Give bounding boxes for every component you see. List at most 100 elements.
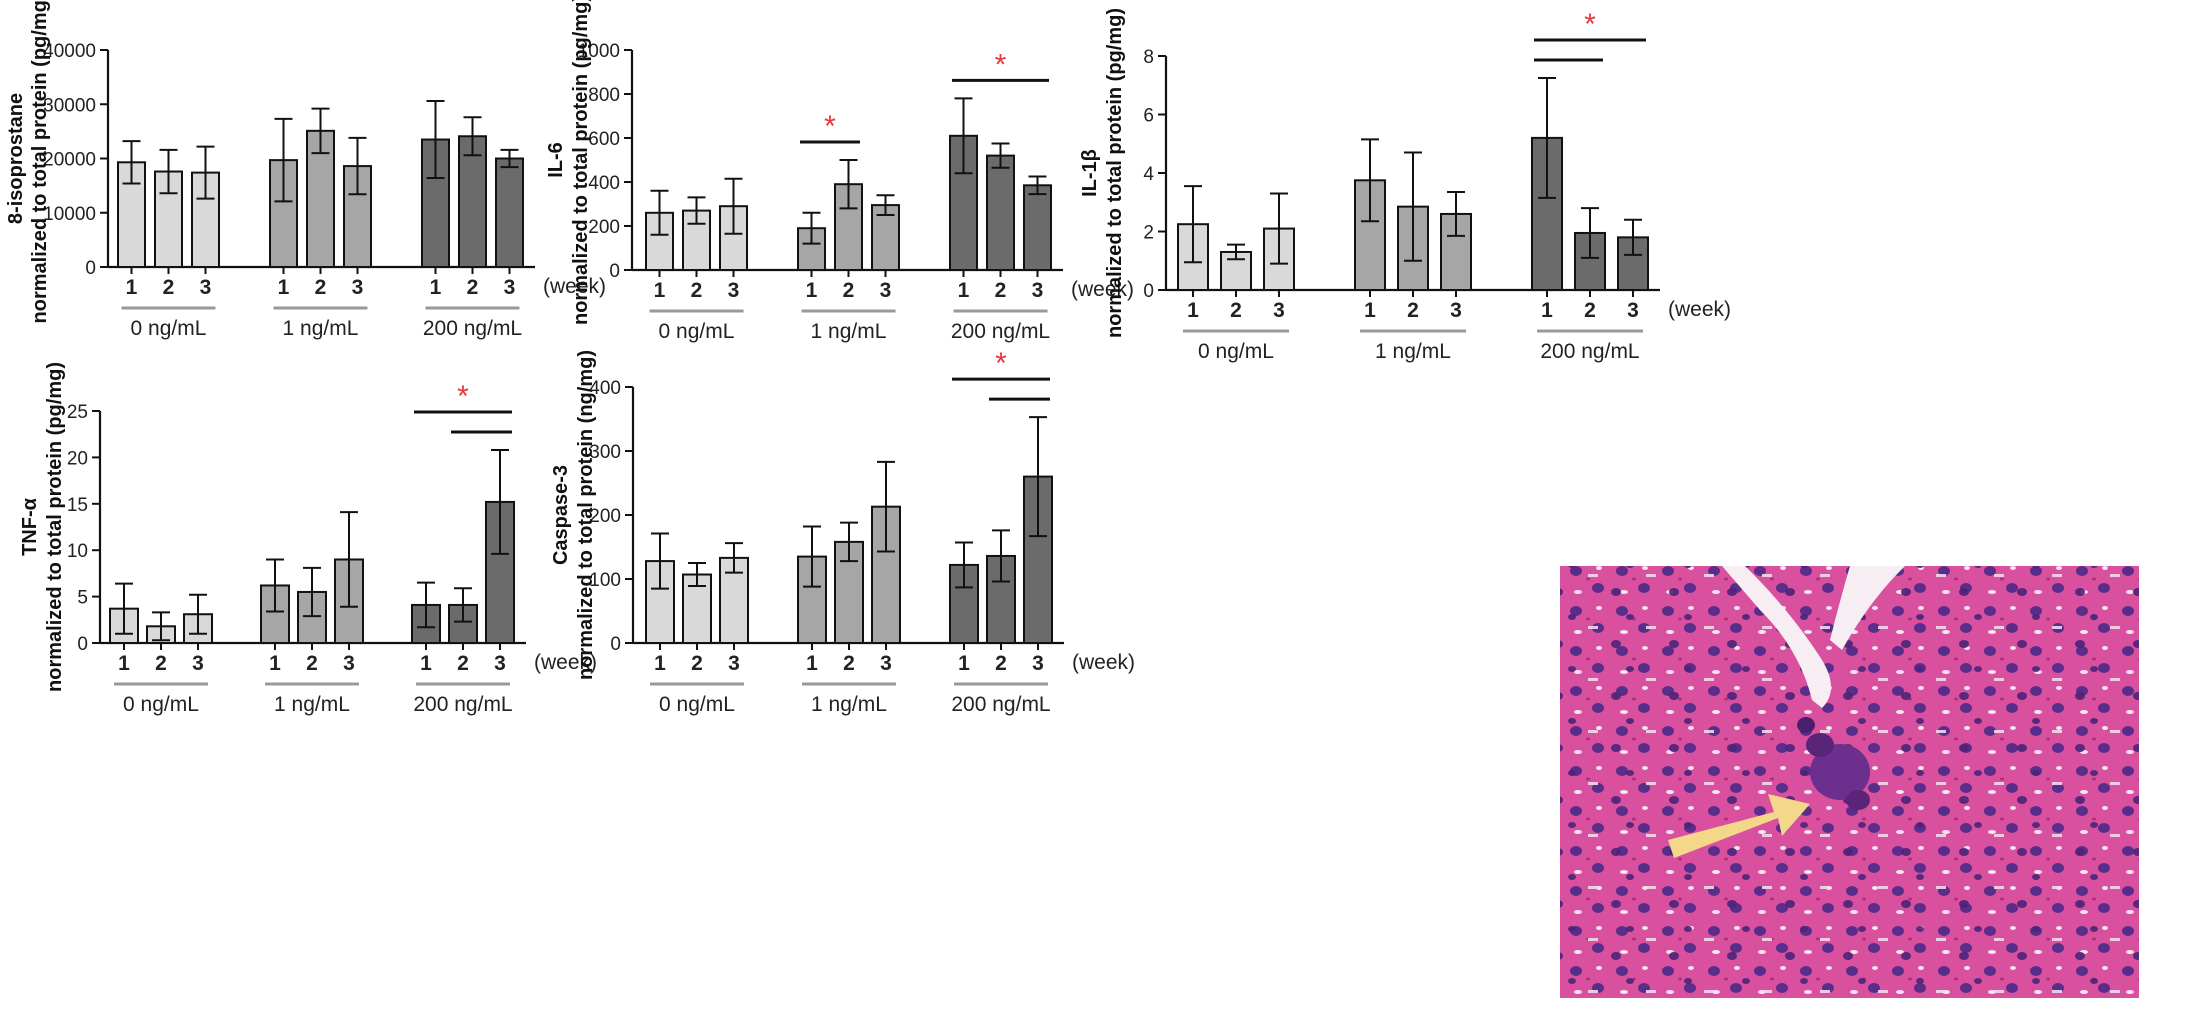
group-label: 200 ng/mL (951, 320, 1050, 343)
week-tick-label: 2 (843, 279, 855, 302)
y-tick-label: 4 (1143, 164, 1154, 185)
significance-star: * (1584, 8, 1596, 41)
group-label: 1 ng/mL (811, 693, 887, 716)
week-tick-label: 1 (1541, 299, 1553, 322)
week-tick-label: 3 (1032, 652, 1044, 675)
week-tick-label: 2 (843, 652, 855, 675)
bar (495, 157, 524, 268)
week-unit-label: (week) (534, 651, 597, 674)
y-tick-label: 25 (67, 402, 88, 423)
week-tick-label: 1 (806, 652, 818, 675)
week-tick-label: 3 (880, 279, 892, 302)
group-label: 200 ng/mL (423, 317, 522, 340)
y-tick-label: 30000 (43, 95, 96, 116)
week-tick-label: 1 (806, 279, 818, 302)
chart-caspase3: 0 100 200 300 400 Caspase-3 normalized to tota… (550, 347, 1135, 716)
y-axis-title: IL-1β (1079, 149, 1101, 197)
y-axis-title: 8-isoprostane (5, 93, 27, 224)
week-tick-label: 2 (306, 652, 318, 675)
y-tick-label: 600 (588, 129, 620, 150)
group-label: 1 ng/mL (1375, 340, 1451, 363)
week-tick-label: 1 (958, 279, 970, 302)
week-tick-label: 3 (880, 652, 892, 675)
bar (1023, 184, 1052, 271)
week-tick-label: 3 (200, 276, 212, 299)
group-label: 200 ng/mL (951, 693, 1050, 716)
y-axis-subtitle: normalized to total protein (pg/mg) (570, 0, 592, 325)
week-unit-label: (week) (1071, 278, 1134, 301)
y-tick-label: 20000 (43, 150, 96, 171)
group-label: 0 ng/mL (123, 693, 199, 716)
week-tick-label: 1 (1364, 299, 1376, 322)
group-label: 200 ng/mL (413, 693, 512, 716)
week-tick-label: 2 (1407, 299, 1419, 322)
y-tick-label: 0 (609, 261, 620, 282)
significance-star: * (995, 347, 1007, 380)
significance-star: * (824, 110, 836, 143)
group-label: 0 ng/mL (131, 317, 207, 340)
significance-star: * (995, 48, 1007, 81)
y-tick-label: 8 (1143, 47, 1154, 68)
group-label: 0 ng/mL (659, 693, 735, 716)
y-tick-label: 1000 (578, 41, 620, 62)
y-tick-label: 15 (67, 495, 88, 516)
week-tick-label: 3 (1450, 299, 1462, 322)
y-tick-label: 400 (588, 173, 620, 194)
y-axis-subtitle: normalized to total protein (pg/mg) (29, 0, 51, 323)
week-tick-label: 2 (995, 652, 1007, 675)
week-tick-label: 3 (728, 652, 740, 675)
y-axis-subtitle: normalized to total protein (ng/mg) (575, 350, 597, 680)
y-tick-label: 200 (589, 506, 621, 527)
week-tick-label: 3 (1032, 279, 1044, 302)
y-tick-label: 0 (1143, 281, 1154, 302)
y-axis-title: TNF-α (19, 497, 41, 556)
week-tick-label: 1 (654, 279, 666, 302)
group-label: 1 ng/mL (811, 320, 887, 343)
week-tick-label: 1 (269, 652, 281, 675)
week-tick-label: 1 (654, 652, 666, 675)
arrow-icon (1668, 794, 1810, 858)
week-tick-label: 1 (1187, 299, 1199, 322)
week-tick-label: 3 (494, 652, 506, 675)
week-tick-label: 3 (1273, 299, 1285, 322)
group-label: 200 ng/mL (1540, 340, 1639, 363)
y-tick-label: 5 (77, 588, 88, 609)
chart-tnfa: 0 5 10 15 20 25 TNF-α normalized to total prote… (19, 362, 597, 716)
week-tick-label: 3 (192, 652, 204, 675)
week-unit-label: (week) (543, 275, 606, 298)
group-label: 1 ng/mL (283, 317, 359, 340)
week-tick-label: 1 (430, 276, 442, 299)
vessel-lumen (1722, 566, 1831, 708)
week-tick-label: 2 (995, 279, 1007, 302)
week-tick-label: 2 (467, 276, 479, 299)
vessel-branch (1830, 566, 1905, 650)
week-tick-label: 1 (126, 276, 138, 299)
week-tick-label: 2 (315, 276, 327, 299)
group-label: 0 ng/mL (1198, 340, 1274, 363)
week-tick-label: 2 (155, 652, 167, 675)
week-tick-label: 2 (691, 279, 703, 302)
y-tick-label: 2 (1143, 223, 1154, 244)
y-axis-title: Caspase-3 (550, 465, 572, 565)
y-tick-label: 300 (589, 442, 621, 463)
bar (1023, 475, 1053, 644)
week-unit-label: (week) (1668, 298, 1731, 321)
y-tick-label: 0 (610, 634, 621, 655)
significance-star: * (457, 380, 469, 413)
y-tick-label: 10000 (43, 204, 96, 225)
week-tick-label: 1 (420, 652, 432, 675)
week-tick-label: 2 (691, 652, 703, 675)
week-tick-label: 1 (118, 652, 130, 675)
week-tick-label: 2 (1230, 299, 1242, 322)
week-tick-label: 2 (1584, 299, 1596, 322)
week-tick-label: 1 (278, 276, 290, 299)
chart-il1b: 0 2 4 6 8 IL-1β normalized to total protein (p… (1079, 8, 1731, 363)
y-tick-label: 200 (588, 217, 620, 238)
week-tick-label: 3 (504, 276, 516, 299)
y-tick-label: 0 (85, 258, 96, 279)
y-tick-label: 100 (589, 570, 621, 591)
